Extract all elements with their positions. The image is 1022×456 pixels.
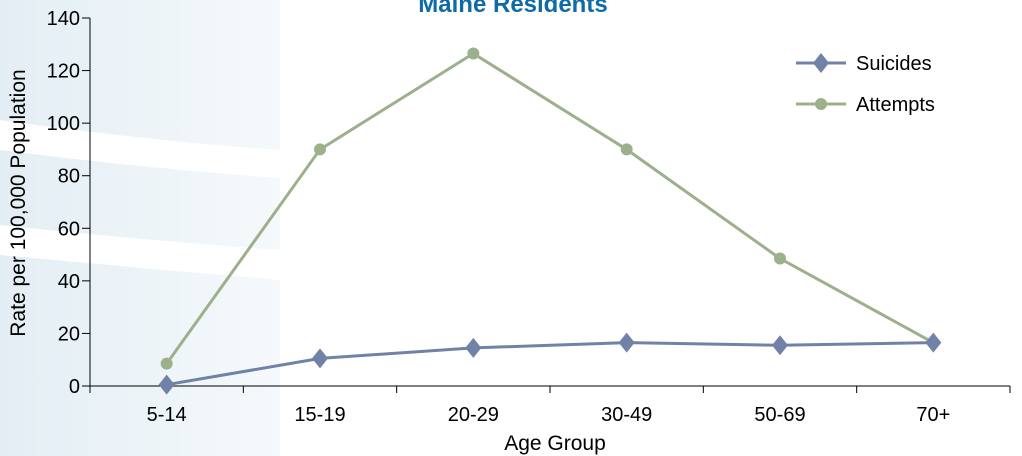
series-suicides xyxy=(158,332,942,395)
legend-item-attempts: Attempts xyxy=(796,94,935,116)
legend-marker xyxy=(815,98,827,110)
y-axis-title: Rate per 100,000 Population xyxy=(7,69,30,336)
x-tick-label: 30-49 xyxy=(601,404,652,426)
series-line xyxy=(166,341,934,387)
x-tick-label: 70+ xyxy=(916,404,950,426)
data-point xyxy=(314,143,326,156)
y-tick-label: 0 xyxy=(69,376,80,398)
y-tick-label: 20 xyxy=(58,323,80,345)
x-axis-ticks: 5-14 15-19 20-29 30-49 50-69 70+ xyxy=(89,386,1011,426)
data-point xyxy=(618,332,635,353)
data-point xyxy=(925,332,942,353)
legend: Suicides Attempts xyxy=(796,53,935,116)
x-axis-title: Age Group xyxy=(504,432,606,455)
legend-marker xyxy=(813,53,829,73)
y-axis-ticks: 0 20 40 60 80 100 120 140 xyxy=(47,8,90,398)
y-tick-label: 40 xyxy=(58,271,80,293)
y-tick-label: 100 xyxy=(47,113,80,135)
x-tick-label: 50-69 xyxy=(754,404,805,426)
data-point xyxy=(620,143,633,156)
series-layer xyxy=(158,47,942,395)
x-tick-label: 20-29 xyxy=(448,404,499,426)
legend-label: Suicides xyxy=(856,53,932,75)
data-point xyxy=(774,252,786,265)
legend-label: Attempts xyxy=(856,94,935,116)
data-point xyxy=(158,374,175,395)
chart-title: Maine Residents xyxy=(418,0,607,18)
background-decoration xyxy=(0,0,280,456)
legend-item-suicides: Suicides xyxy=(796,53,932,75)
x-tick-label: 5-14 xyxy=(147,404,187,426)
data-point xyxy=(312,348,328,369)
data-point xyxy=(772,335,788,356)
y-tick-label: 80 xyxy=(58,166,80,188)
y-tick-label: 140 xyxy=(47,8,80,30)
y-tick-label: 60 xyxy=(58,218,80,240)
y-tick-label: 120 xyxy=(47,61,80,83)
data-point xyxy=(467,47,480,60)
series-line xyxy=(165,51,935,365)
data-point xyxy=(465,337,482,358)
x-tick-label: 15-19 xyxy=(294,404,345,426)
data-point xyxy=(160,357,173,370)
